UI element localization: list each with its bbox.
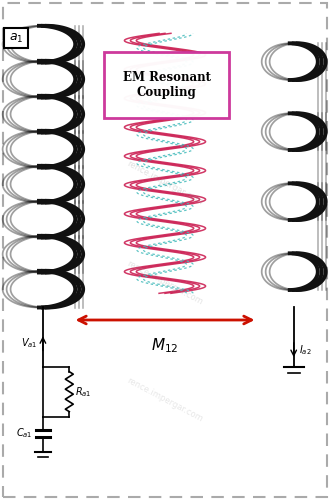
Text: $a_1$: $a_1$ <box>9 32 23 45</box>
Text: $I_{a2}$: $I_{a2}$ <box>299 343 311 357</box>
Text: rence.impergar.com: rence.impergar.com <box>125 376 205 424</box>
Text: $R_{a1}$: $R_{a1}$ <box>75 385 92 398</box>
Text: rence.impergar.com: rence.impergar.com <box>125 260 205 307</box>
Text: EM Resonant
Coupling: EM Resonant Coupling <box>123 71 211 99</box>
Bar <box>4 28 28 48</box>
Text: $M_{12}$: $M_{12}$ <box>151 336 179 355</box>
Text: rence.impergar.com: rence.impergar.com <box>125 160 205 207</box>
Text: $C_{a1}$: $C_{a1}$ <box>16 426 33 440</box>
Text: $V_{a1}$: $V_{a1}$ <box>21 336 38 350</box>
FancyBboxPatch shape <box>104 52 229 118</box>
